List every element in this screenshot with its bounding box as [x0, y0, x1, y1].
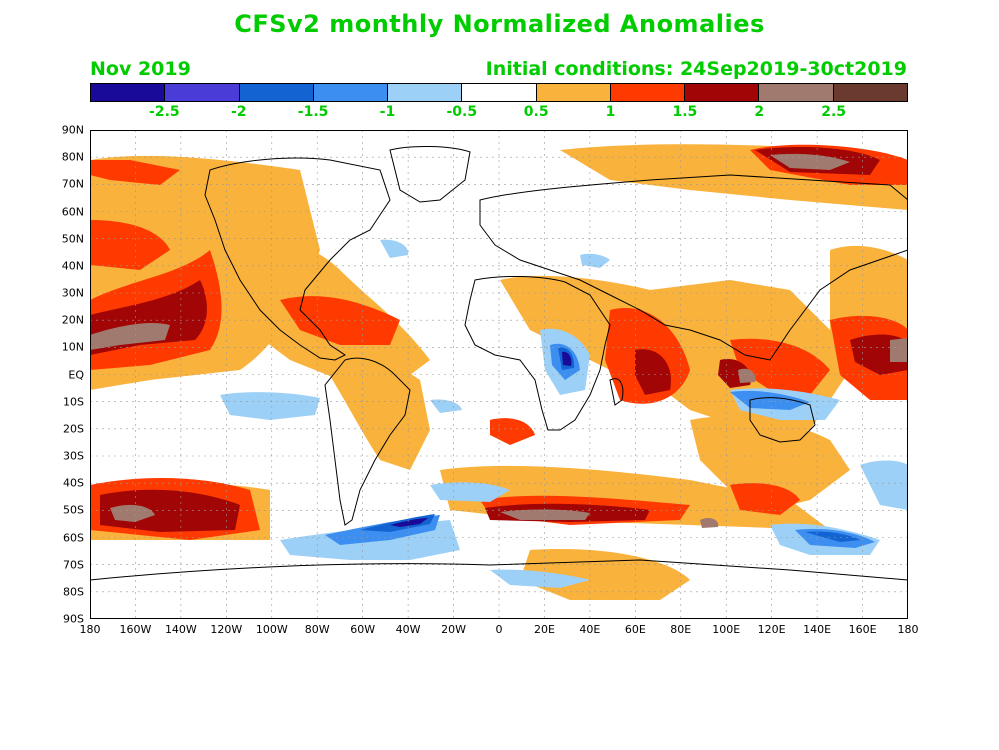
latitude-label: 80S — [63, 585, 84, 599]
color-scale-swatch — [462, 84, 537, 101]
map-frame — [90, 130, 908, 619]
color-scale-swatch — [833, 84, 907, 101]
color-scale-swatch — [610, 84, 686, 101]
color-scale-label: 2.5 — [821, 104, 847, 120]
longitude-label: 80W — [304, 623, 330, 636]
longitude-label: 180 — [79, 623, 101, 636]
longitude-label: 160W — [119, 623, 152, 636]
color-scale-swatch — [165, 84, 240, 101]
longitude-label: 40E — [579, 623, 601, 636]
latitude-label: 90N — [61, 123, 84, 137]
latitude-label: 10S — [63, 395, 84, 409]
latitude-label: 60N — [61, 205, 84, 218]
color-scale-swatch — [685, 84, 760, 101]
latitude-label: 80N — [61, 150, 84, 164]
latitude-label: 70N — [61, 177, 84, 191]
latitude-label: EQ — [68, 368, 84, 381]
forecast-month: Nov 2019 — [90, 58, 191, 80]
longitude-label: 140E — [803, 623, 832, 636]
anomaly-map — [90, 130, 908, 619]
longitude-label: 60E — [624, 623, 646, 636]
longitude-label: 160E — [848, 623, 877, 636]
color-scale-label: -2.5 — [149, 104, 180, 120]
latitude-label: 90S — [63, 612, 84, 626]
longitude-label: 140W — [164, 623, 197, 636]
latitude-label: 40N — [61, 259, 84, 273]
longitude-label: 60W — [350, 623, 376, 636]
longitude-label: 100W — [255, 623, 288, 636]
color-scale-label: 1 — [605, 104, 616, 120]
latitude-label: 30N — [61, 286, 84, 300]
anomaly-fields — [90, 144, 908, 600]
longitude-label: 180 — [897, 623, 919, 636]
color-scale-swatch — [313, 84, 389, 101]
longitude-label: 20E — [533, 623, 555, 636]
color-scale-swatch — [536, 84, 611, 101]
anomaly-2-to-2-5 — [90, 153, 908, 528]
latitude-label: 10N — [61, 340, 84, 354]
color-scale-swatch — [759, 84, 834, 101]
color-scale-swatch — [91, 84, 166, 101]
color-scale-labels: -2.5 -2 -1.5 -1 -0.5 0.5 1 1.5 2 2.5 — [90, 104, 908, 122]
latitude-label: 20S — [63, 422, 84, 436]
color-scale-label: -0.5 — [446, 104, 478, 120]
longitude-label: 40W — [395, 623, 421, 636]
latitude-label: 40S — [63, 476, 84, 490]
color-scale-swatch — [239, 84, 314, 101]
longitude-label: 120W — [210, 623, 243, 636]
longitude-label: 120E — [757, 623, 786, 636]
color-scale-label: -1 — [379, 104, 396, 120]
color-scale-label: 0.5 — [523, 104, 549, 120]
latitude-label: 70S — [63, 558, 84, 572]
color-scale-label: -2 — [230, 104, 247, 120]
latitude-label: 50N — [61, 232, 84, 246]
latitude-label: 50S — [63, 503, 84, 517]
color-scale-swatch — [388, 84, 463, 101]
coastlines — [90, 146, 908, 581]
longitude-label: 20W — [441, 623, 466, 636]
longitude-label: 80E — [670, 623, 692, 636]
initial-conditions: Initial conditions: 24Sep2019-30ct2019 — [485, 58, 907, 80]
anomaly-below-neg-2-5 — [390, 351, 572, 527]
longitude-label: 0 — [495, 623, 503, 636]
color-scale-bar — [90, 83, 908, 102]
latitude-label: 20N — [61, 313, 84, 327]
latitude-label: 30S — [63, 449, 84, 463]
longitude-label: 100E — [712, 623, 741, 636]
color-scale-label: -1.5 — [297, 104, 329, 120]
color-scale-label: 1.5 — [672, 104, 698, 120]
color-scale-label: 2 — [754, 104, 765, 120]
map-title: CFSv2 monthly Normalized Anomalies — [234, 10, 765, 38]
latitude-label: 60S — [63, 531, 84, 544]
